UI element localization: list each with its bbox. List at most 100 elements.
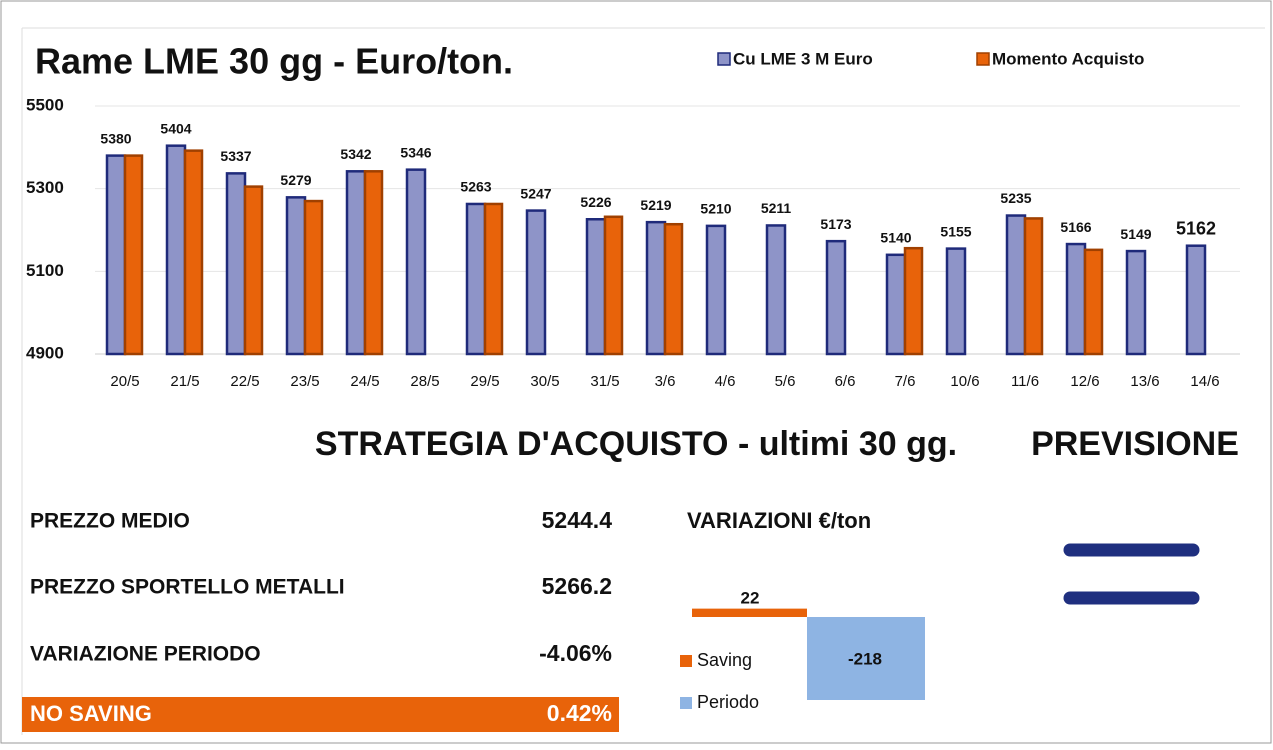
x-tick-label: 12/6 xyxy=(1070,373,1099,390)
highlight-row xyxy=(22,697,619,732)
x-tick-label: 4/6 xyxy=(715,373,736,390)
bar xyxy=(645,220,667,356)
data-label: 5173 xyxy=(820,216,851,232)
data-label: 5166 xyxy=(1060,219,1091,235)
x-tick-label: 20/5 xyxy=(110,373,139,390)
data-label: 22 xyxy=(741,588,760,607)
bar xyxy=(345,170,367,356)
bar xyxy=(885,253,907,356)
legend-label: Momento Acquisto xyxy=(992,49,1144,68)
x-tick-label: 10/6 xyxy=(950,373,979,390)
data-label: 5346 xyxy=(400,144,431,160)
bar xyxy=(405,168,427,356)
bar xyxy=(585,218,607,356)
x-tick-label: 24/5 xyxy=(350,373,379,390)
forecast-title: PREVISIONE xyxy=(1031,425,1239,463)
data-label: 5263 xyxy=(460,179,491,195)
bar xyxy=(765,224,787,356)
bar xyxy=(483,202,504,356)
legend-label: Periodo xyxy=(697,692,759,712)
bar xyxy=(105,154,127,356)
data-label: 5162 xyxy=(1176,218,1216,238)
row-value: 5244.4 xyxy=(542,507,613,533)
legend-swatch xyxy=(717,52,731,66)
data-label: 5235 xyxy=(1000,190,1031,206)
legend-swatch xyxy=(680,655,692,667)
bar xyxy=(123,154,144,356)
data-label: 5342 xyxy=(340,146,371,162)
legend-swatch xyxy=(976,52,990,66)
bar xyxy=(945,247,967,356)
x-tick-label: 28/5 xyxy=(410,373,439,390)
row-label: VARIAZIONE PERIODO xyxy=(30,643,261,666)
data-label: 5380 xyxy=(100,130,131,146)
strategy-title: STRATEGIA D'ACQUISTO - ultimi 30 gg. xyxy=(315,425,957,463)
legend-label: Cu LME 3 M Euro xyxy=(733,49,873,68)
bar xyxy=(165,144,187,356)
row-label: NO SAVING xyxy=(30,701,152,726)
x-tick-label: 11/6 xyxy=(1011,373,1039,390)
x-tick-label: 22/5 xyxy=(230,373,259,390)
y-tick-label: 5500 xyxy=(26,95,64,114)
row-value: 5266.2 xyxy=(542,573,612,599)
bar xyxy=(465,202,487,356)
data-label: 5279 xyxy=(280,172,311,188)
y-tick-label: 4900 xyxy=(26,343,64,362)
bar xyxy=(1023,217,1044,356)
x-tick-label: 21/5 xyxy=(170,373,199,390)
bar xyxy=(285,196,307,356)
bar xyxy=(692,608,807,617)
bar xyxy=(1083,248,1104,356)
bar xyxy=(525,209,547,356)
bar xyxy=(303,199,324,356)
bar xyxy=(705,224,727,356)
data-label: 5219 xyxy=(640,197,671,213)
y-tick-label: 5100 xyxy=(26,261,64,280)
data-label: 5226 xyxy=(580,194,611,210)
x-tick-label: 23/5 xyxy=(290,373,319,390)
x-tick-label: 29/5 xyxy=(470,373,499,390)
bar xyxy=(663,222,684,356)
small-chart-title: VARIAZIONI €/ton xyxy=(687,508,871,533)
legend-swatch xyxy=(680,697,692,709)
bar xyxy=(1005,214,1027,356)
data-label: 5247 xyxy=(520,185,551,201)
x-tick-label: 6/6 xyxy=(835,373,856,390)
row-label: PREZZO MEDIO xyxy=(30,510,190,533)
data-label: 5337 xyxy=(220,148,251,164)
data-label: 5149 xyxy=(1120,226,1151,242)
x-tick-label: 5/6 xyxy=(775,373,796,390)
x-tick-label: 7/6 xyxy=(895,373,916,390)
bar xyxy=(903,246,924,356)
data-label: 5155 xyxy=(940,223,971,239)
bar xyxy=(363,170,384,356)
x-tick-label: 3/6 xyxy=(655,373,676,390)
x-tick-label: 13/6 xyxy=(1130,373,1159,390)
bar xyxy=(1125,249,1147,356)
legend-label: Saving xyxy=(697,650,752,670)
data-label: -218 xyxy=(848,649,882,668)
row-value: 0.42% xyxy=(547,700,612,726)
row-label: PREZZO SPORTELLO METALLI xyxy=(30,576,345,599)
data-label: 5210 xyxy=(700,201,731,217)
bar xyxy=(1185,244,1207,356)
data-label: 5211 xyxy=(761,200,792,216)
data-label: 5404 xyxy=(160,120,191,136)
y-tick-label: 5300 xyxy=(26,178,64,197)
bar xyxy=(225,172,247,356)
row-value: -4.06% xyxy=(539,640,612,666)
bar xyxy=(183,149,204,356)
bar xyxy=(1065,242,1087,356)
x-tick-label: 30/5 xyxy=(530,373,559,390)
data-label: 5140 xyxy=(880,230,911,246)
x-tick-label: 31/5 xyxy=(590,373,619,390)
x-tick-label: 14/6 xyxy=(1190,373,1219,390)
bar xyxy=(807,617,925,700)
bar xyxy=(603,215,624,356)
bar xyxy=(825,239,847,356)
bar xyxy=(243,185,264,356)
chart-title: Rame LME 30 gg - Euro/ton. xyxy=(35,41,513,82)
